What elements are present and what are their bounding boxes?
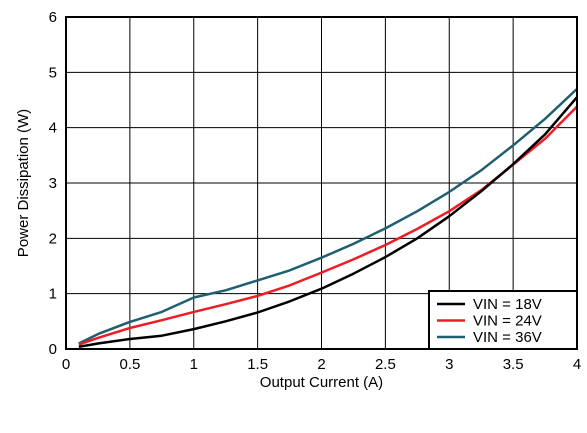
- y-tick-label: 2: [49, 230, 57, 247]
- legend-label-1: VIN = 24V: [473, 313, 542, 330]
- y-tick-label: 5: [49, 64, 57, 81]
- y-tick-label: 1: [49, 286, 57, 303]
- series-line-0: [78, 96, 578, 349]
- y-tick-label: 4: [49, 120, 57, 137]
- x-tick-label: 3.5: [503, 356, 524, 373]
- y-tick-label: 6: [49, 9, 57, 26]
- x-tick-label: 1.5: [247, 356, 268, 373]
- plot-frame: [65, 16, 578, 350]
- x-tick-label: 0.5: [119, 356, 140, 373]
- y-tick-label: 0: [49, 341, 57, 358]
- series-lines: [78, 87, 578, 349]
- legend-label-0: VIN = 18V: [473, 296, 542, 313]
- x-axis-title: Output Current (A): [260, 374, 383, 391]
- y-axis-title: Power Dissipation (W): [15, 109, 32, 257]
- x-tick-label: 0: [62, 356, 70, 373]
- x-tick-label: 1: [190, 356, 198, 373]
- y-tick-label: 3: [49, 175, 57, 192]
- tick-labels: 0 0.5 1 1.5 2 2.5 3 3.5 4 0 1 2 3 4 5 6: [49, 9, 582, 373]
- x-tick-label: 2: [317, 356, 325, 373]
- x-tick-label: 2.5: [375, 356, 396, 373]
- x-tick-label: 4: [573, 356, 581, 373]
- legend-label-2: VIN = 36V: [473, 329, 542, 346]
- series-line-2: [78, 87, 578, 345]
- x-tick-label: 3: [445, 356, 453, 373]
